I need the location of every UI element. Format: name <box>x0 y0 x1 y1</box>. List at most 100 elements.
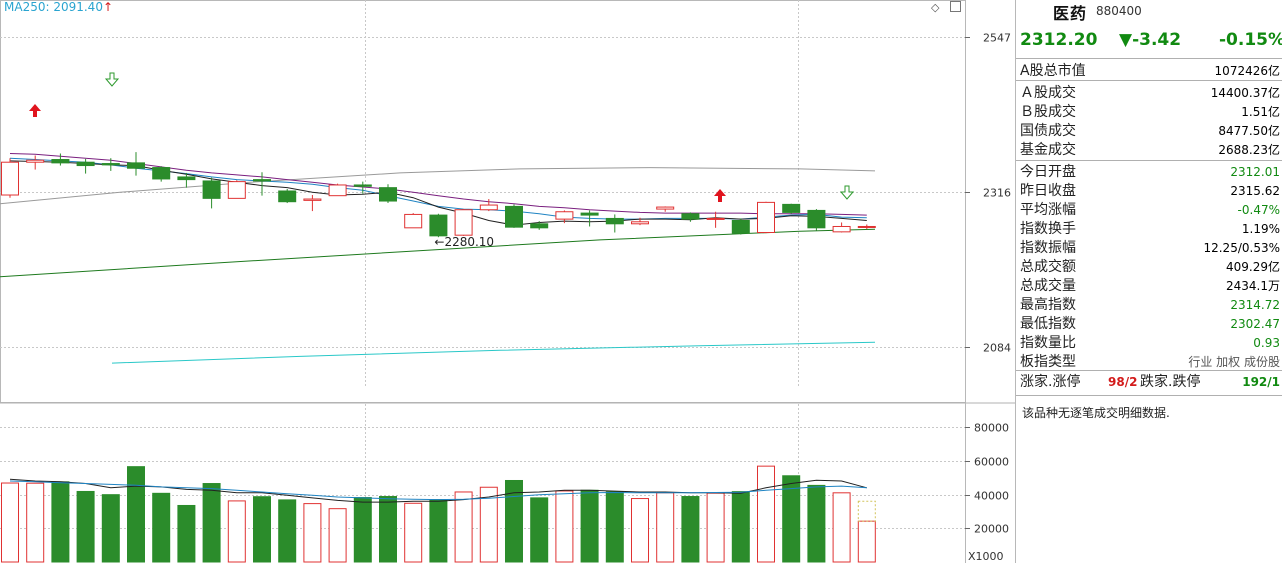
ma250-value: MA250: 2091.40 <box>4 0 103 14</box>
stat-value: 2302.47 <box>1230 317 1280 331</box>
volume-bar <box>807 484 826 563</box>
volume-bar <box>782 475 801 563</box>
candle <box>227 181 246 199</box>
stat-label: 今日开盘 <box>1020 164 1076 180</box>
volume-projection-bar <box>857 500 876 522</box>
ma120-line <box>0 228 876 278</box>
stat-label: A股总市值 <box>1020 63 1086 79</box>
divider <box>1016 370 1282 371</box>
stat-value: 14400.37亿 <box>1210 86 1280 100</box>
candle <box>757 201 775 234</box>
stat-value: 2688.23亿 <box>1218 143 1280 157</box>
stat-value: 12.25/0.53% <box>1203 241 1280 255</box>
volume-bar <box>530 497 549 563</box>
stat-row: 指数换手 1.19% <box>1016 220 1282 239</box>
volume-bar <box>605 491 624 563</box>
price-tick-label: 2084 <box>983 342 1011 355</box>
candle <box>832 225 851 233</box>
volume-bar <box>202 483 221 563</box>
candle <box>177 176 196 181</box>
candle <box>857 225 876 228</box>
volume-bar <box>857 520 876 563</box>
volume-bar <box>51 481 70 563</box>
stat-row: Ｂ股成交 1.51亿 <box>1016 103 1282 122</box>
diamond-icon[interactable]: ◇ <box>931 1 940 14</box>
volume-bar <box>127 466 145 563</box>
index-code: 880400 <box>1096 4 1142 18</box>
volume-tick-label: 20000 <box>974 523 1009 536</box>
stat-label: 指数量比 <box>1020 335 1076 351</box>
price-tick-label: 2316 <box>983 187 1011 200</box>
volume-bar <box>832 492 851 563</box>
volume-bar <box>353 497 372 563</box>
volume-bar <box>454 491 473 563</box>
candle <box>454 209 473 236</box>
stat-row: 最低指数 2302.47 <box>1016 315 1282 334</box>
candle <box>731 219 750 234</box>
tick-data-note: 该品种无逐笔成交明细数据. <box>1022 406 1170 420</box>
volume-bar <box>404 502 423 563</box>
stat-value: 1.19% <box>1241 222 1280 236</box>
price-change-pct: -0.15% <box>1219 30 1282 50</box>
stat-row: A股总市值 1072426亿 <box>1016 62 1282 81</box>
buy-signal-icon <box>29 104 41 117</box>
stat-value: 409.29亿 <box>1226 260 1280 274</box>
volume-bar <box>101 494 120 563</box>
volume-bar <box>580 489 599 563</box>
volume-bar <box>757 465 775 563</box>
candle <box>656 206 675 210</box>
stat-label: 总成交量 <box>1020 278 1076 294</box>
candle <box>530 223 549 229</box>
volume-bar <box>731 491 750 563</box>
stat-row: 基金成交 2688.23亿 <box>1016 141 1282 160</box>
stat-label: 基金成交 <box>1020 142 1076 158</box>
panel-toggle-icon[interactable] <box>950 1 961 12</box>
stat-label: 平均涨幅 <box>1020 202 1076 218</box>
candle <box>253 179 271 182</box>
kline-chart-area[interactable]: 2547 2316 2084 80000 60000 40000 20000 X1000 ←22… <box>0 0 1015 563</box>
volume-bar <box>253 496 271 563</box>
volume-tick-label: 80000 <box>974 422 1009 435</box>
stat-row: 昨日收盘 2315.62 <box>1016 182 1282 201</box>
stat-value: 2315.62 <box>1230 184 1280 198</box>
sell-signal-icon <box>104 72 120 87</box>
stat-row: Ａ股成交 14400.37亿 <box>1016 84 1282 103</box>
volume-unit-label: X1000 <box>968 550 1004 563</box>
buy-signal-icon <box>714 189 726 202</box>
candle <box>101 163 120 166</box>
candle <box>580 212 599 216</box>
candle <box>404 213 423 229</box>
ma250-line <box>111 341 876 364</box>
candle <box>706 217 725 220</box>
sell-signal-icon <box>839 185 855 200</box>
candle <box>152 167 171 180</box>
volume-tick-label: 40000 <box>974 490 1009 503</box>
candle <box>26 159 45 163</box>
up-value: 98/2 <box>1108 375 1138 389</box>
candle <box>278 190 297 203</box>
stat-label: 昨日收盘 <box>1020 183 1076 199</box>
stat-label: 最低指数 <box>1020 316 1076 332</box>
stat-label: 板指类型 <box>1020 354 1076 370</box>
up-label: 涨家.涨停 <box>1020 374 1081 390</box>
stat-value: 行业 加权 成份股 <box>1188 355 1280 369</box>
divider <box>1016 80 1282 81</box>
divider <box>1016 160 1282 161</box>
quote-panel: 医药 880400 2312.20 ▼-3.42 -0.15% A股总市值 107… <box>1015 0 1282 563</box>
volume-bar <box>505 479 523 563</box>
volume-bar <box>429 499 448 563</box>
stat-row: 指数量比 0.93 <box>1016 334 1282 353</box>
stat-row: 指数振幅 12.25/0.53% <box>1016 239 1282 258</box>
candle <box>631 221 649 225</box>
stat-value: 2314.72 <box>1230 298 1280 312</box>
stat-value: 1072426亿 <box>1214 64 1280 78</box>
kline-chart[interactable]: 2547 2316 2084 80000 60000 40000 20000 X1000 ←22… <box>0 0 1015 563</box>
candle <box>353 184 372 187</box>
volume-bar <box>555 490 574 563</box>
stat-value: 0.93 <box>1253 336 1280 350</box>
stat-label: 最高指数 <box>1020 297 1076 313</box>
volume-ma10-line <box>9 480 867 501</box>
price-change: ▼-3.42 <box>1119 30 1182 50</box>
price-tick-label: 2547 <box>983 32 1011 45</box>
volume-bar <box>706 492 725 563</box>
